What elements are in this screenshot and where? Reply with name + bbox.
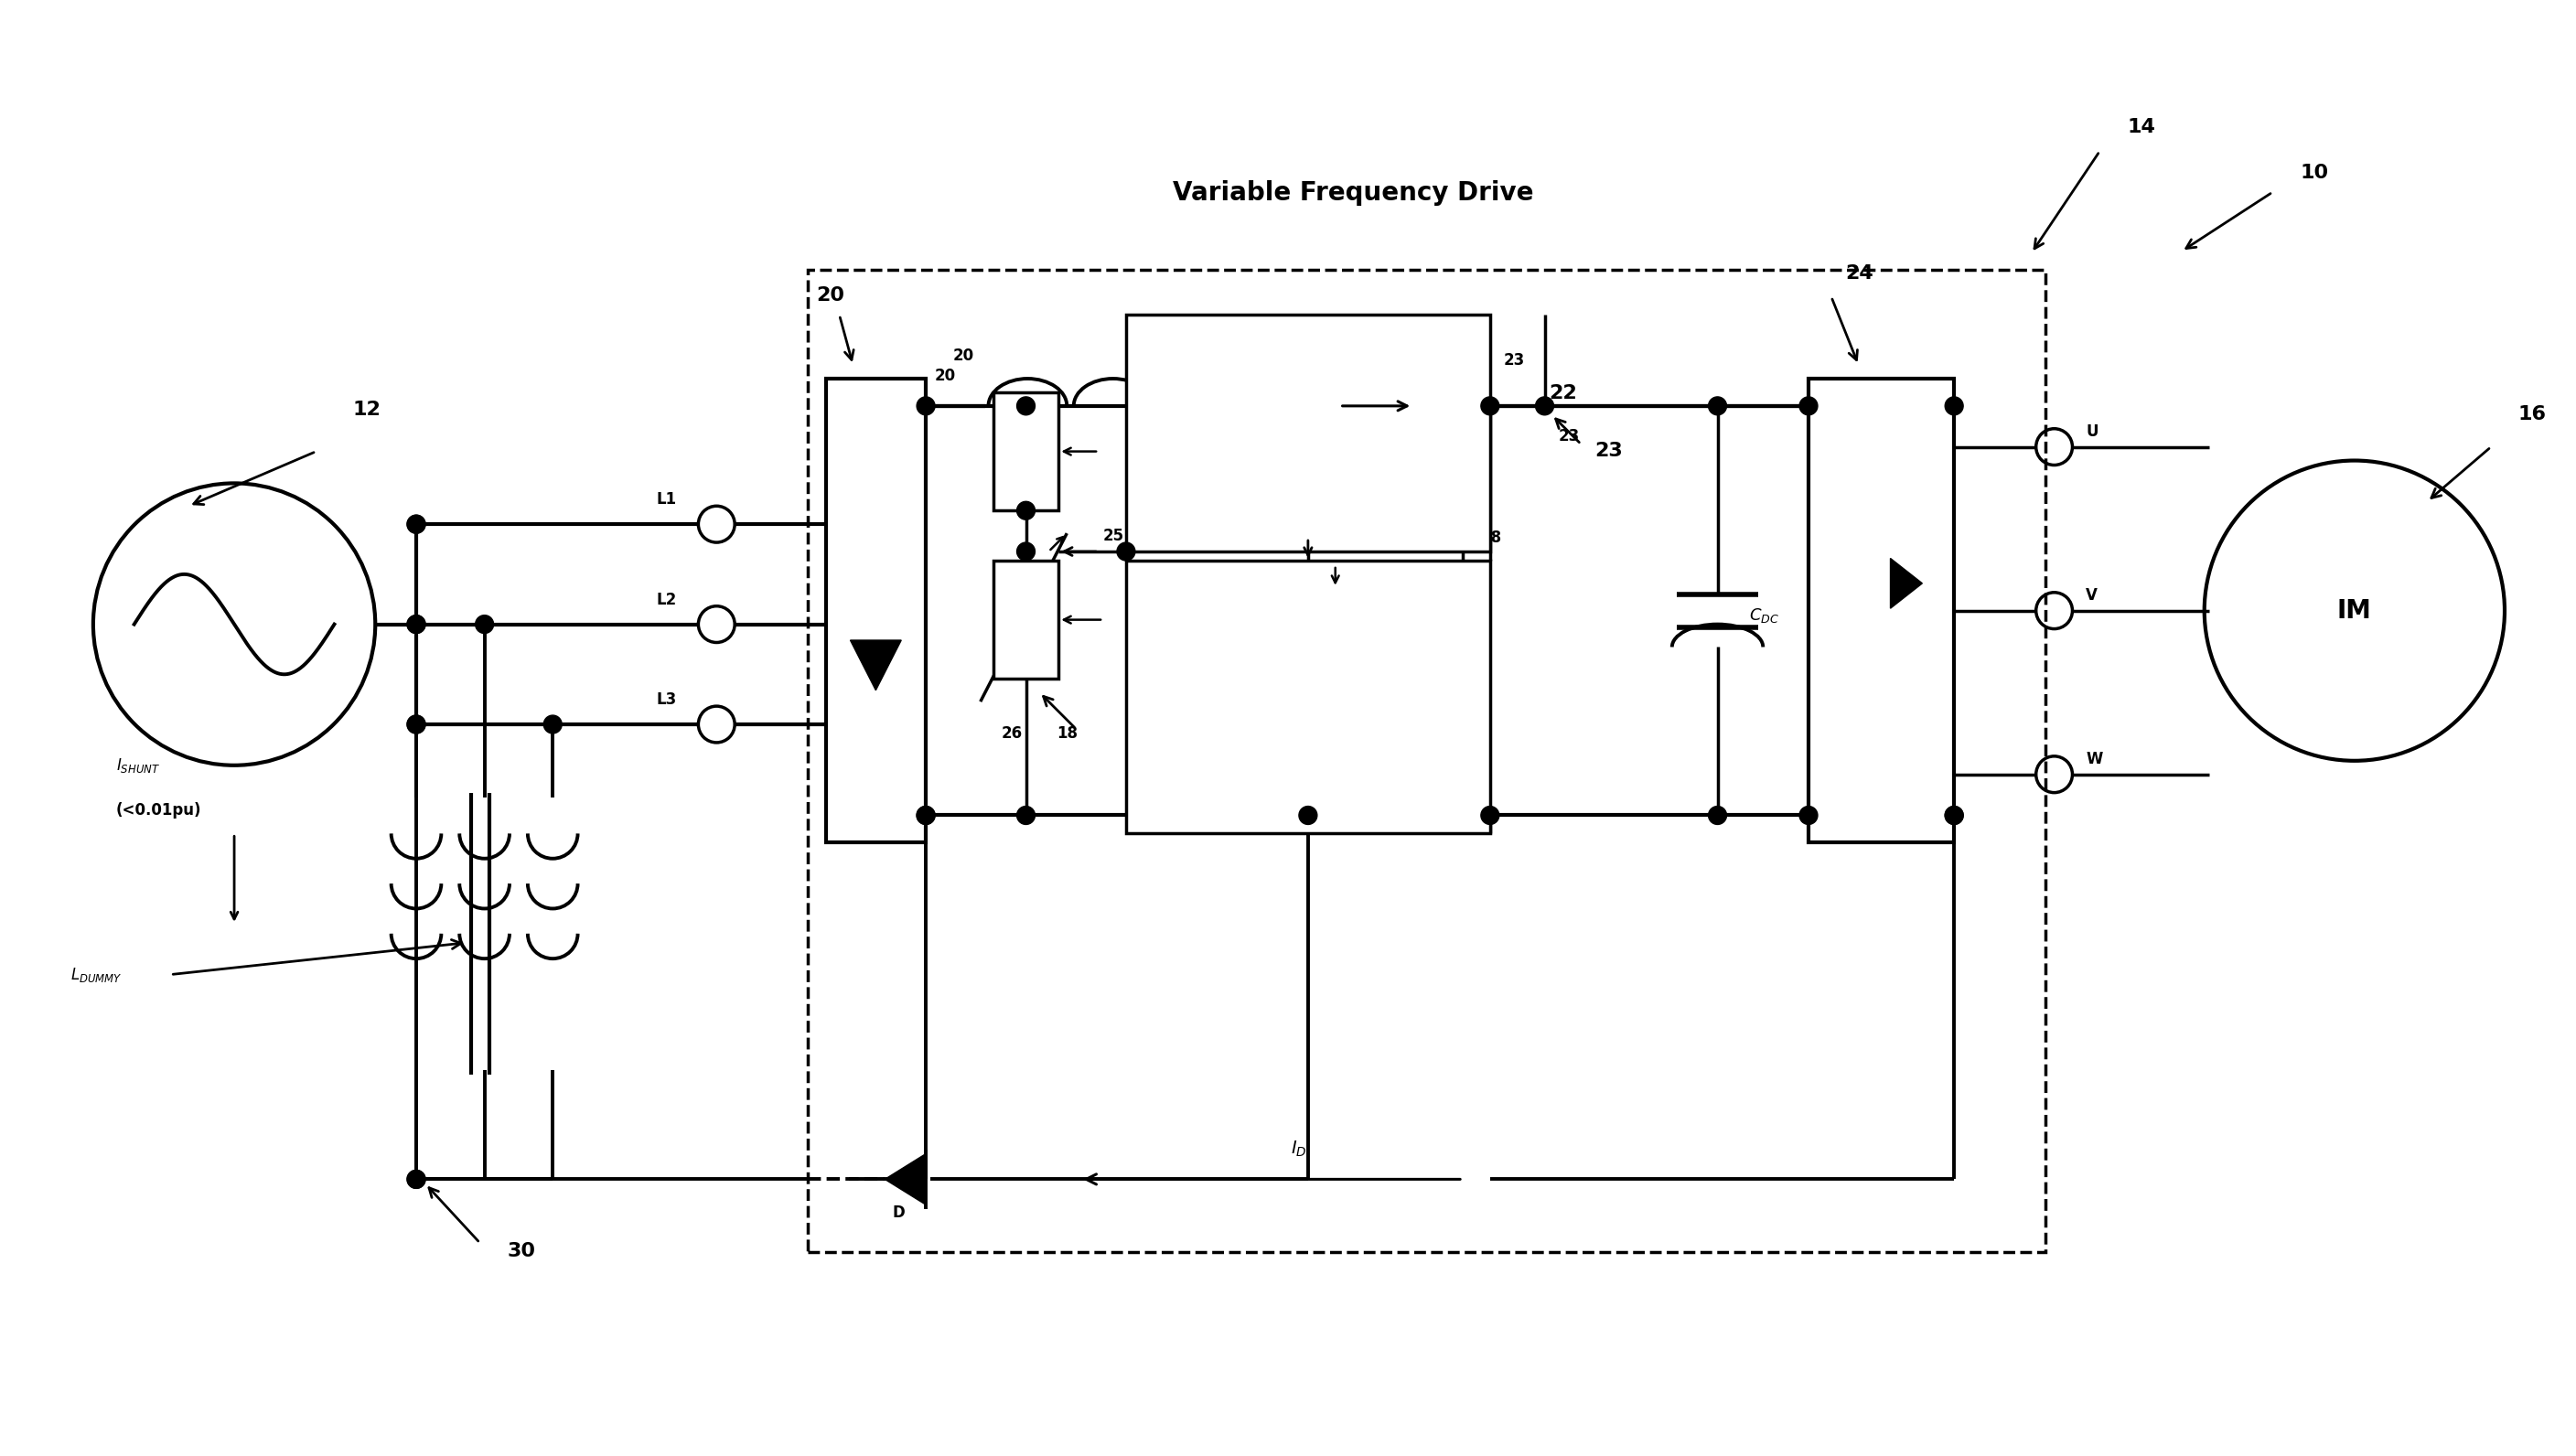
Text: $L_{DUMMY}$: $L_{DUMMY}$ xyxy=(70,965,121,984)
Text: 20: 20 xyxy=(953,348,974,364)
Text: 10: 10 xyxy=(2300,165,2329,182)
Bar xyxy=(994,392,1059,511)
Circle shape xyxy=(1945,397,1963,415)
Text: $I_D$: $I_D$ xyxy=(1291,1139,1306,1159)
Text: $I_{SHUNT}$: $I_{SHUNT}$ xyxy=(116,756,160,775)
Circle shape xyxy=(917,397,935,415)
Circle shape xyxy=(1535,397,1553,415)
Circle shape xyxy=(1481,807,1499,824)
Text: MC: MC xyxy=(1368,750,1391,763)
Text: R1: R1 xyxy=(1015,443,1038,460)
Circle shape xyxy=(1018,397,1036,415)
Text: 23: 23 xyxy=(1558,428,1579,444)
Polygon shape xyxy=(1891,558,1922,609)
Circle shape xyxy=(1118,543,1136,561)
Bar xyxy=(1808,379,1955,843)
Circle shape xyxy=(407,616,425,633)
Circle shape xyxy=(1801,397,1819,415)
Circle shape xyxy=(1708,807,1726,824)
Circle shape xyxy=(477,616,495,633)
Circle shape xyxy=(544,715,562,734)
Text: 28: 28 xyxy=(1481,530,1502,546)
Text: 24: 24 xyxy=(1844,264,1873,282)
Circle shape xyxy=(1708,397,1726,415)
Circle shape xyxy=(917,807,935,824)
Text: L3: L3 xyxy=(657,692,677,708)
Text: 22: 22 xyxy=(1548,384,1577,402)
Text: (<0.01pu): (<0.01pu) xyxy=(116,802,201,818)
Text: L2: L2 xyxy=(657,591,677,609)
Text: Control Logic +: Control Logic + xyxy=(1249,386,1368,399)
Text: SW1: SW1 xyxy=(1288,798,1327,814)
Text: 18: 18 xyxy=(1056,725,1077,741)
Text: Input Voltage: Input Voltage xyxy=(1255,435,1360,450)
Text: $L_{DC}$: $L_{DC}$ xyxy=(1141,354,1170,373)
Text: OR: OR xyxy=(1285,690,1309,703)
Text: OR: OR xyxy=(1285,630,1309,645)
Circle shape xyxy=(1945,807,1963,824)
Bar xyxy=(1126,561,1489,833)
Text: IM: IM xyxy=(2336,598,2372,623)
Circle shape xyxy=(407,515,425,533)
Bar xyxy=(994,561,1059,678)
Circle shape xyxy=(1018,501,1036,520)
Circle shape xyxy=(407,1171,425,1188)
Text: 23: 23 xyxy=(1595,441,1623,460)
Text: L1: L1 xyxy=(657,491,677,508)
Circle shape xyxy=(917,807,935,824)
Text: 14: 14 xyxy=(2128,118,2156,137)
Text: Variable Frequency Drive: Variable Frequency Drive xyxy=(1172,181,1533,205)
Polygon shape xyxy=(886,1153,925,1204)
Text: 30: 30 xyxy=(507,1242,536,1261)
Circle shape xyxy=(407,1171,425,1188)
Circle shape xyxy=(1018,543,1036,561)
Text: 16: 16 xyxy=(2519,405,2548,424)
Circle shape xyxy=(1481,397,1499,415)
Text: 20: 20 xyxy=(935,368,956,384)
Circle shape xyxy=(1801,807,1819,824)
Text: $I_{LDC}$: $I_{LDC}$ xyxy=(1427,383,1455,402)
Text: R2: R2 xyxy=(1015,612,1038,628)
Circle shape xyxy=(407,616,425,633)
Circle shape xyxy=(407,515,425,533)
Text: 25: 25 xyxy=(1103,527,1126,545)
Text: V: V xyxy=(2087,587,2097,603)
Text: U: U xyxy=(2087,424,2099,440)
Circle shape xyxy=(407,715,425,734)
Text: $C_{DC}$: $C_{DC}$ xyxy=(1749,606,1780,625)
Circle shape xyxy=(1018,807,1036,824)
Text: D: D xyxy=(891,1204,904,1222)
Text: W: W xyxy=(2087,751,2102,767)
Circle shape xyxy=(1298,807,1316,824)
Bar xyxy=(1126,314,1489,552)
Circle shape xyxy=(1945,807,1963,824)
Text: 23: 23 xyxy=(1504,352,1525,368)
Text: 26: 26 xyxy=(1002,725,1023,741)
Polygon shape xyxy=(850,641,902,690)
Text: 20: 20 xyxy=(817,287,845,304)
Circle shape xyxy=(407,715,425,734)
Text: Sensor: Sensor xyxy=(1280,486,1334,499)
Bar xyxy=(827,379,925,843)
Text: 12: 12 xyxy=(353,400,381,419)
